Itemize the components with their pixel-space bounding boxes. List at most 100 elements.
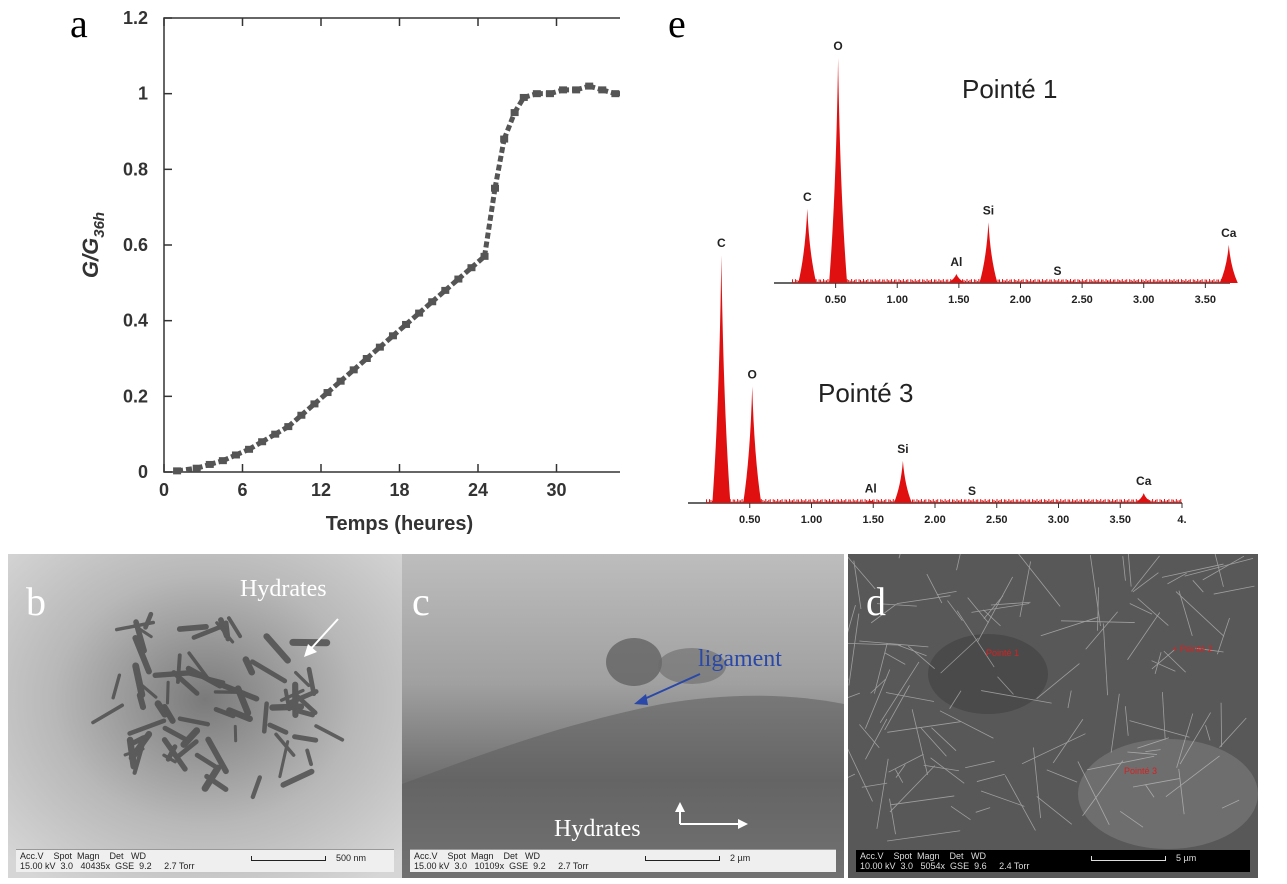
hydrate-rod <box>165 680 170 705</box>
hydrate-rod <box>129 735 147 747</box>
crystal-needle <box>1067 690 1072 709</box>
crystal-needle <box>981 690 1052 704</box>
x-tick-label: 24 <box>468 480 488 500</box>
x-tick-label: 6 <box>237 480 247 500</box>
y-tick-label: 0.6 <box>123 235 148 255</box>
y-tick-label: 0.8 <box>123 159 148 179</box>
y-tick-label: 0.2 <box>123 386 148 406</box>
hydrate-rod <box>205 736 229 775</box>
crystal-needle <box>848 692 861 699</box>
hydrates-label-c: Hydrates <box>554 816 641 842</box>
crystal-needle <box>967 597 989 624</box>
hydrate-rod <box>201 764 222 792</box>
crystal-needle <box>1145 749 1161 752</box>
crystal-needle <box>1089 554 1101 626</box>
crystal-needle <box>864 669 891 729</box>
crystal-needle <box>1151 649 1176 670</box>
data-trace <box>482 187 498 257</box>
hydrates-arrow-b <box>304 618 339 657</box>
scale-length-d: 5 µm <box>1176 853 1197 863</box>
crystal-needle <box>975 807 991 813</box>
crystal-needle <box>1178 590 1193 636</box>
y-tick-label: 1.2 <box>123 8 148 28</box>
crystal-needle <box>1151 660 1176 672</box>
data-point <box>559 86 568 94</box>
y-tick-label: 0 <box>138 462 148 482</box>
data-point <box>310 400 319 408</box>
spectrum-pointe-1-peak-o <box>829 58 848 283</box>
crystal-needle <box>865 718 888 760</box>
crystal-needle <box>1131 555 1160 592</box>
crystal-needle <box>1179 712 1211 765</box>
hydrate-rod <box>185 665 223 689</box>
crystal-needle <box>930 757 965 784</box>
hydrate-rod <box>132 635 152 675</box>
crystal-needle <box>884 652 906 665</box>
y-tick-label: 0.4 <box>123 311 148 331</box>
scalebar-b: Acc.V Spot Magn Det WD 15.00 kV 3.0 4043… <box>16 849 394 872</box>
hydrate-rod <box>180 727 201 748</box>
crystal-needle <box>1036 796 1073 825</box>
crystal-needle <box>1221 799 1240 809</box>
spectrum-pointe-3-label-al: Al <box>865 482 877 496</box>
hydrate-rod <box>294 670 311 688</box>
spectrum-pointe-3-peak-si <box>893 460 912 503</box>
crystal-needle <box>1137 598 1169 626</box>
scalebar-d: Acc.V Spot Magn Det WD 10.00 kV 3.0 5054… <box>856 850 1250 872</box>
crystal-needle <box>1033 747 1042 819</box>
crystal-needle <box>1129 603 1153 615</box>
crystal-needle <box>896 595 951 605</box>
hydrate-rod <box>91 703 124 725</box>
hydrate-rod <box>133 624 153 639</box>
crystal-needle <box>1127 554 1132 587</box>
crystal-needle <box>853 560 862 610</box>
hydrate-rod <box>213 706 236 719</box>
crystal-needle <box>1214 554 1224 587</box>
spectrum-pointe-1-label-s: S <box>1053 264 1061 278</box>
crystal-needle <box>1219 717 1247 748</box>
x-tick-label: 18 <box>389 480 409 500</box>
crystal-needle <box>1110 693 1120 753</box>
x-tick-label: 12 <box>311 480 331 500</box>
crystal-needle <box>1077 761 1110 826</box>
spectrum-pointe-1-x-tick-label: 2.00 <box>1010 294 1031 306</box>
spectrum-pointe-1-peak-c <box>798 208 817 283</box>
hydrate-rod <box>305 748 314 767</box>
crystal-needle <box>1036 663 1080 699</box>
y-tick-label: 1 <box>138 84 148 104</box>
spectrum-pointe-3-label-ca: Ca <box>1136 474 1152 488</box>
crystal-needle <box>1161 563 1224 578</box>
crystal-needle <box>950 806 971 821</box>
crystal-needle <box>1127 751 1158 755</box>
spectrum-pointe-3-title: Pointé 3 <box>818 378 913 408</box>
crystal-needle <box>956 554 961 571</box>
crystal-needle <box>940 637 979 674</box>
crystal-needle <box>1154 652 1162 674</box>
sem-image-c: c ligament Hydrates Acc.V Spot Magn Det … <box>402 554 844 878</box>
spectrum-pointe-1-x-tick-label: 3.50 <box>1195 294 1216 306</box>
crystal-needle <box>1102 623 1108 696</box>
crystal-needle <box>861 782 888 788</box>
spectrum-pointe-3-peak-c <box>712 255 731 503</box>
spectrum-pointe-1-x-tick-label: 3.00 <box>1133 294 1154 306</box>
crystal-needle <box>1021 733 1086 765</box>
crystal-needle <box>877 603 917 607</box>
crystal-needle <box>887 721 961 733</box>
data-point <box>519 93 528 101</box>
crystal-needle <box>1192 580 1204 593</box>
crystal-needle <box>1165 755 1220 798</box>
hydrate-rod <box>176 653 182 684</box>
spectrum-pointe-1-label-c: C <box>803 190 812 204</box>
spectrum-pointe-3-peak-o <box>743 386 762 503</box>
hydrate-rod <box>314 724 345 742</box>
data-point <box>271 430 280 438</box>
hydrate-rod <box>242 656 256 676</box>
hydrate-rod <box>223 620 231 642</box>
crystal-needle <box>990 601 1031 606</box>
hydrate-rod <box>279 688 305 702</box>
x-axis-label: Temps (heures) <box>326 513 473 535</box>
data-trace <box>492 138 507 189</box>
spectrum-pointe-3-x-tick-label: 0.50 <box>739 514 760 526</box>
crystal-needle <box>949 690 962 709</box>
point-1-label: Pointé 1 <box>986 648 1020 658</box>
